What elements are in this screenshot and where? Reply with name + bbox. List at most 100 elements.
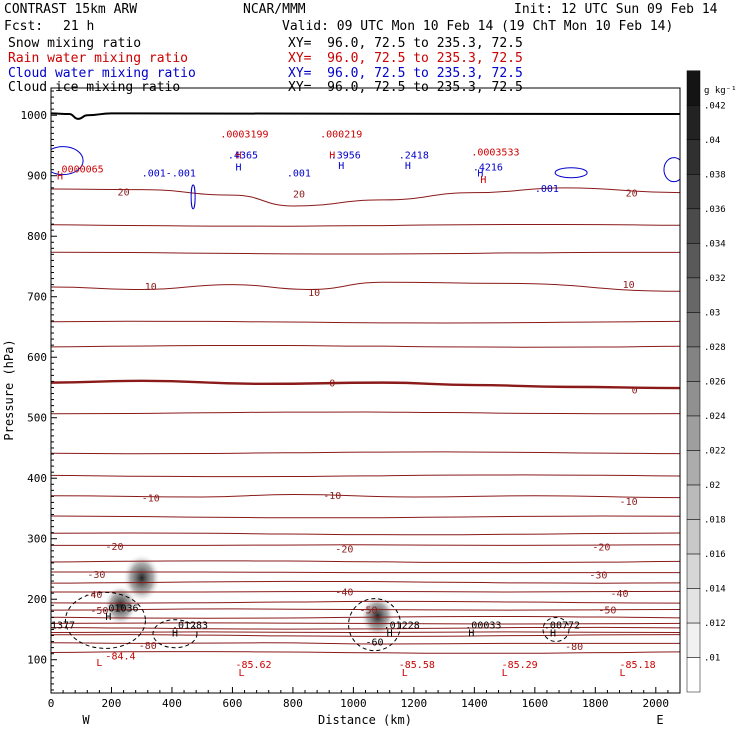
temperature-contour-minor-3 [51, 616, 680, 619]
temperature-contour-minor-7 [51, 532, 680, 536]
temperature-label--20-2: -20 [592, 543, 610, 554]
cloud-water-label-2: H [235, 163, 241, 174]
x-tick-label-1000: 1000 [340, 697, 367, 710]
temperature-contour-20 [51, 187, 680, 207]
colorbar-swatch-8 [686, 381, 701, 417]
colorbar-swatch-17 [686, 70, 701, 106]
cloud-water-small [190, 184, 196, 210]
cloud-ice-contour-2 [542, 616, 570, 642]
temperature-contour-minor-0 [51, 651, 680, 654]
colorbar-tick-label-7: .024 [704, 412, 726, 422]
rain-extremum-label-0: L [96, 658, 102, 669]
x-axis-label: Distance (km) [318, 713, 412, 727]
temperature-label--50-0: -50 [90, 606, 108, 617]
colorbar-swatch-7 [686, 415, 701, 451]
cloud-ice-label-4: .01283 [172, 621, 208, 632]
temperature-contour-minor-11 [51, 411, 680, 415]
temperature-label--10-0: -10 [142, 494, 160, 505]
temperature-contour-minor-9 [51, 474, 680, 478]
center-label: NCAR/MMM [243, 2, 306, 17]
colorbar-swatch-1 [686, 622, 701, 658]
cloud-ice-label-7: H [468, 629, 474, 640]
cloud-ice-label-8: .00033 [465, 621, 501, 632]
temperature-contour-minor-10 [51, 451, 680, 455]
cloud-water-label-9: .4216 [473, 163, 503, 174]
colorbar-swatch-4 [686, 519, 701, 555]
colorbar-tick-label-12: .034 [704, 239, 726, 249]
rain-extremum-label-15: .000219 [320, 129, 362, 140]
y-tick-label-900: 900 [27, 170, 47, 183]
rain-extremum-label-2: L [238, 668, 244, 679]
temperature-label--30-1: -30 [589, 570, 607, 581]
temperature-label-20-1: 20 [293, 189, 305, 200]
cloud-water-label-6: .4365 [228, 151, 258, 162]
colorbar-tick-label-16: .042 [704, 101, 726, 111]
rain-extremum-label-14: H [329, 151, 335, 162]
rain-extremum-label-12: H [235, 151, 241, 162]
cloud-water-label-1: .001 [287, 169, 311, 180]
rain-extremum-label-6: L [502, 668, 508, 679]
colorbar-swatch-14 [686, 174, 701, 210]
temperature-contour--30 [51, 571, 680, 574]
cloud-ice-label-11: -60 [366, 638, 384, 649]
cloud-ice-label-1: H [105, 612, 111, 623]
y-tick-label-1000: 1000 [21, 109, 48, 122]
temperature-label-20-0: 20 [118, 187, 130, 198]
temperature-label--80-0: -80 [139, 641, 157, 652]
snow-patch-1 [103, 584, 138, 626]
x-tick-label-1200: 1200 [401, 697, 428, 710]
colorbar-tick-label-11: .032 [704, 274, 726, 284]
cloud-water-label-10: .001 [535, 184, 559, 195]
colorbar-tick-label-1: .012 [704, 619, 726, 629]
y-tick-label-800: 800 [27, 230, 47, 243]
rain-extremum-label-3: -85.62 [235, 660, 271, 671]
colorbar-swatch-5 [686, 484, 701, 520]
colorbar-swatch-10 [686, 312, 701, 348]
temperature-label--10-2: -10 [620, 497, 638, 508]
cloud-water-label-0: .001-.001 [142, 169, 196, 180]
temperature-label--30-0: -30 [87, 570, 105, 581]
temperature-contour-minor-5 [51, 580, 680, 584]
temperature-contour-minor-15 [51, 223, 680, 227]
cloud-ice-label-9: H [550, 629, 556, 640]
cloud-water-west [51, 146, 84, 176]
temperature-contour--40 [51, 590, 680, 593]
field-rain-xy: XY= 96.0, 72.5 to 235.3, 72.5 [288, 51, 523, 66]
temperature-label--80-1: -80 [565, 642, 583, 653]
cloud-water-label-5: H [477, 169, 483, 180]
temperature-label-10-0: 10 [145, 282, 157, 293]
colorbar-unit: g kg⁻¹ [704, 86, 737, 96]
cloud-water-label-7: .3956 [331, 151, 361, 162]
rain-extremum-label-7: -85.29 [502, 660, 538, 671]
rain-extremum-label-1: -84.4 [105, 651, 135, 662]
x-tick-label-0: 0 [48, 697, 55, 710]
colorbar-swatch-6 [686, 450, 701, 486]
cloud-ice-contour-0 [348, 598, 402, 652]
rain-extremum-label-4: L [402, 668, 408, 679]
y-tick-label-700: 700 [27, 291, 47, 304]
x-tick-label-1800: 1800 [582, 697, 609, 710]
temperature-label--20-0: -20 [105, 542, 123, 553]
temperature-contour--50 [51, 608, 680, 611]
temperature-label--40-2: -40 [610, 589, 628, 600]
colorbar-swatch-11 [686, 277, 701, 313]
x-tick-label-400: 400 [162, 697, 182, 710]
temperature-contour-minor-14 [51, 251, 680, 255]
temperature-contour-minor-13 [51, 320, 680, 324]
east-label: E [656, 713, 663, 727]
temperature-contour--20 [51, 544, 680, 546]
cloud-ice-contour-1 [152, 619, 198, 649]
rain-extremum-label-8: L [620, 668, 626, 679]
x-tick-label-1600: 1600 [522, 697, 549, 710]
rain-extremum-label-5: -85.58 [399, 660, 435, 671]
colorbar-swatch-2 [686, 588, 701, 624]
temperature-label-0-1: 0 [632, 385, 638, 396]
cloud-water-core-east [554, 167, 588, 179]
colorbar-tick-label-15: .04 [704, 136, 720, 146]
y-axis-label: Pressure (hPa) [2, 339, 16, 440]
colorbar-swatch-15 [686, 139, 701, 175]
colorbar-tick-label-0: .01 [704, 653, 720, 663]
temperature-contour--10 [51, 494, 680, 499]
temperature-label--40-0: -40 [84, 590, 102, 601]
valid-time: Valid: 09 UTC Mon 10 Feb 14 (19 ChT Mon … [282, 19, 674, 34]
